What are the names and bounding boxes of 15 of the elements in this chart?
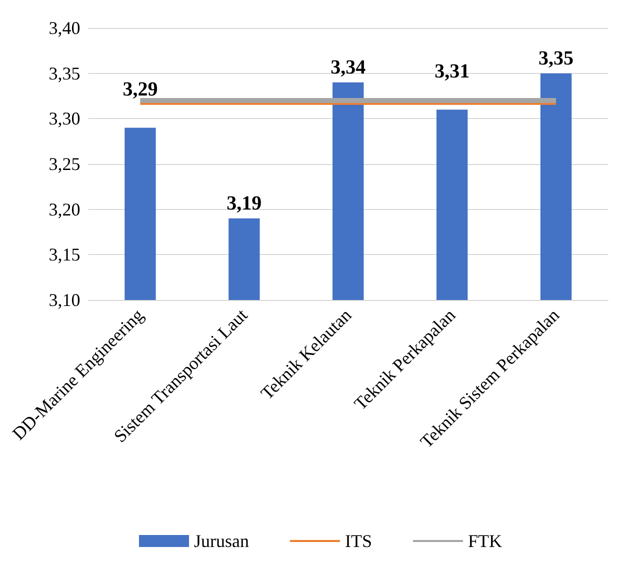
- data-label: 3,19: [226, 192, 262, 214]
- legend-label: Jurusan: [194, 531, 249, 551]
- y-tick-label: 3,10: [48, 290, 80, 310]
- y-tick-label: 3,40: [48, 18, 80, 38]
- data-label: 3,29: [122, 78, 158, 101]
- legend-label: ITS: [344, 531, 372, 551]
- data-label: 3,31: [434, 60, 470, 83]
- y-tick-label: 3,20: [48, 199, 80, 220]
- y-tick-label: 3,30: [48, 108, 80, 129]
- y-tick-label: 3,15: [48, 244, 80, 265]
- legend-label: FTK: [468, 531, 502, 551]
- y-tick-label: 3,25: [48, 154, 80, 174]
- data-label: 3,35: [538, 47, 574, 70]
- data-label: 3,34: [330, 56, 366, 78]
- y-tick-label: 3,35: [48, 63, 80, 84]
